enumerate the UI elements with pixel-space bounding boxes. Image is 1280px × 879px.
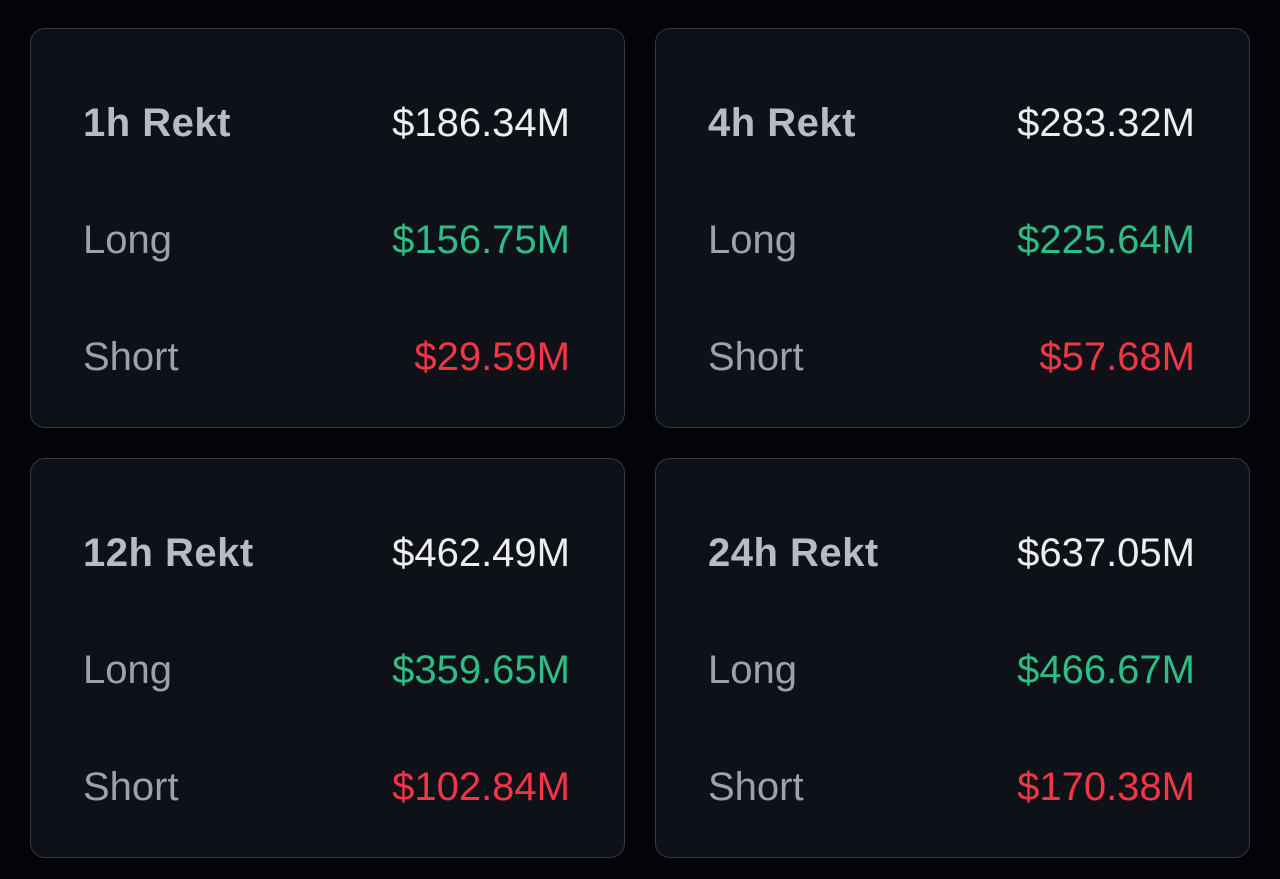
- long-label: Long: [708, 648, 797, 692]
- short-value: $170.38M: [1017, 765, 1195, 809]
- short-row: Short $170.38M: [708, 763, 1195, 811]
- total-value: $186.34M: [392, 101, 570, 145]
- short-row: Short $102.84M: [83, 763, 570, 811]
- long-value: $156.75M: [392, 218, 570, 262]
- short-value: $57.68M: [1039, 335, 1195, 379]
- card-title: 12h Rekt: [83, 531, 254, 575]
- card-title: 4h Rekt: [708, 101, 856, 145]
- total-row: 1h Rekt $186.34M: [83, 99, 570, 147]
- long-row: Long $359.65M: [83, 646, 570, 694]
- short-value: $29.59M: [414, 335, 570, 379]
- short-value: $102.84M: [392, 765, 570, 809]
- total-value: $462.49M: [392, 531, 570, 575]
- card-title: 1h Rekt: [83, 101, 231, 145]
- short-row: Short $29.59M: [83, 333, 570, 381]
- rekt-card-1h: 1h Rekt $186.34M Long $156.75M Short $29…: [30, 28, 625, 428]
- rekt-card-12h: 12h Rekt $462.49M Long $359.65M Short $1…: [30, 458, 625, 858]
- long-row: Long $225.64M: [708, 216, 1195, 264]
- long-row: Long $466.67M: [708, 646, 1195, 694]
- total-row: 4h Rekt $283.32M: [708, 99, 1195, 147]
- rekt-card-24h: 24h Rekt $637.05M Long $466.67M Short $1…: [655, 458, 1250, 858]
- total-row: 12h Rekt $462.49M: [83, 529, 570, 577]
- total-value: $283.32M: [1017, 101, 1195, 145]
- total-row: 24h Rekt $637.05M: [708, 529, 1195, 577]
- short-label: Short: [83, 335, 179, 379]
- long-value: $225.64M: [1017, 218, 1195, 262]
- short-label: Short: [83, 765, 179, 809]
- long-value: $466.67M: [1017, 648, 1195, 692]
- long-label: Long: [83, 218, 172, 262]
- total-value: $637.05M: [1017, 531, 1195, 575]
- short-row: Short $57.68M: [708, 333, 1195, 381]
- short-label: Short: [708, 765, 804, 809]
- long-row: Long $156.75M: [83, 216, 570, 264]
- short-label: Short: [708, 335, 804, 379]
- card-title: 24h Rekt: [708, 531, 879, 575]
- rekt-card-4h: 4h Rekt $283.32M Long $225.64M Short $57…: [655, 28, 1250, 428]
- long-value: $359.65M: [392, 648, 570, 692]
- long-label: Long: [708, 218, 797, 262]
- long-label: Long: [83, 648, 172, 692]
